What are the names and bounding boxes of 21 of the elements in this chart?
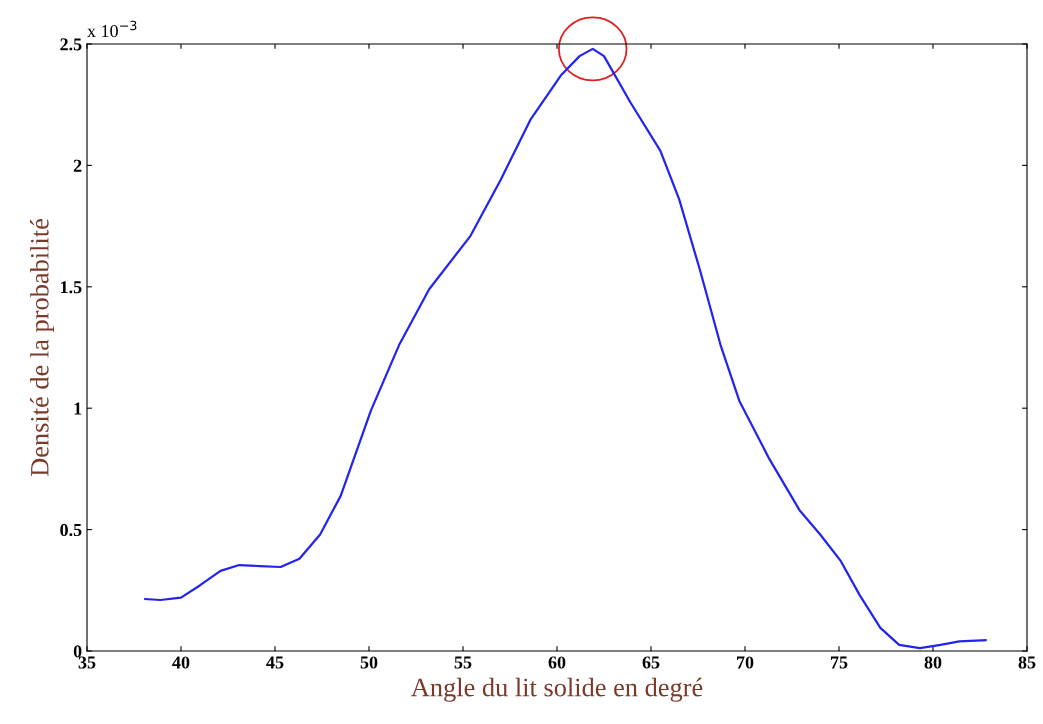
y-tick-label: 2.5 <box>60 38 82 51</box>
x-tick-label: 75 <box>831 656 848 669</box>
x-tick-label: 55 <box>454 656 472 669</box>
y-axis-title: Densité de la probabilité <box>30 219 55 477</box>
x-tick-label: 85 <box>1018 656 1036 669</box>
text: x 10$^{−3}$ <box>87 20 137 38</box>
x-tick-label: 60 <box>548 656 566 669</box>
x-tick-label: 45 <box>266 656 284 669</box>
x-axis-title: Angle du lit solide en degré <box>411 677 703 702</box>
y-tick-label: 0 <box>73 645 82 658</box>
y-tick-label: 1.5 <box>61 281 82 294</box>
y-tick-label: 1 <box>74 402 82 415</box>
line-series <box>144 47 987 650</box>
y-tick-label: 2 <box>73 159 82 172</box>
x-tick-label: 80 <box>924 656 942 669</box>
x-tick-label: 70 <box>737 656 754 669</box>
x-tick-label: 35 <box>78 656 96 669</box>
x-tick-label: 65 <box>642 656 660 669</box>
x-tick-label: 40 <box>172 656 190 669</box>
y-tick-label: 0.5 <box>60 523 82 537</box>
x-tick-label: 50 <box>360 656 378 669</box>
